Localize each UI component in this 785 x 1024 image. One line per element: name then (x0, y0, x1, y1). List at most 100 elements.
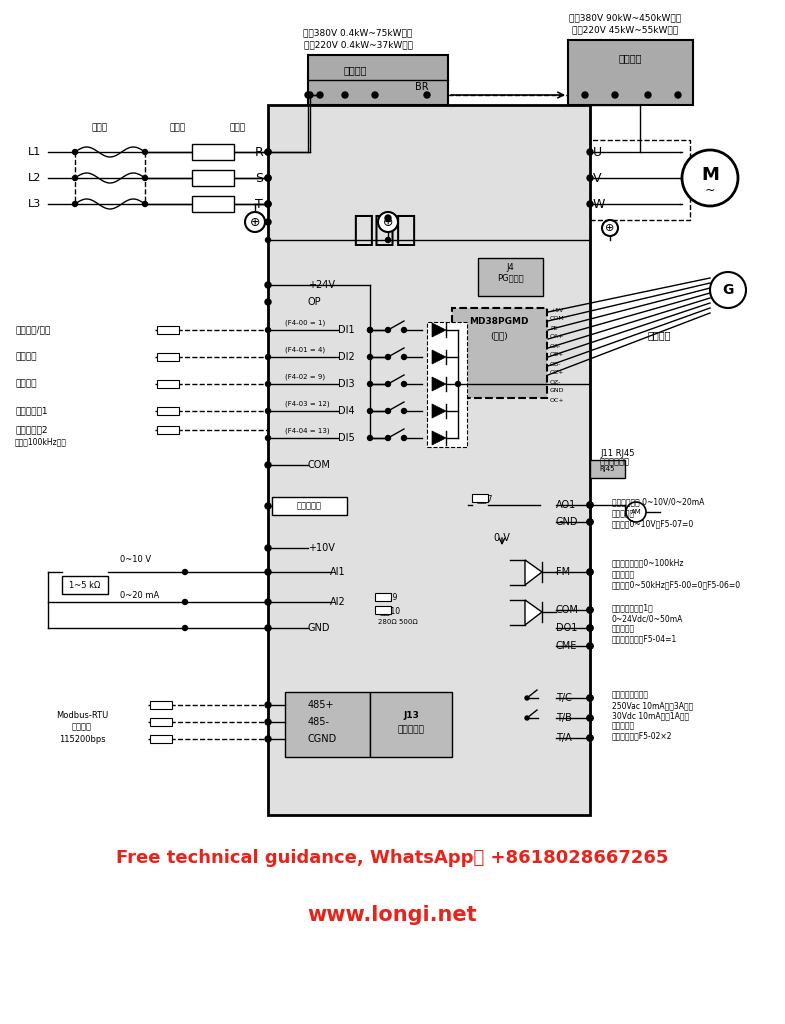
Circle shape (401, 354, 407, 359)
Text: 出厂设定：: 出厂设定： (612, 570, 635, 580)
Circle shape (367, 409, 373, 414)
Circle shape (587, 201, 593, 207)
Bar (150, 735, 172, 743)
Circle shape (317, 92, 323, 98)
Bar (272, 497, 347, 515)
Polygon shape (432, 323, 446, 337)
Text: ⊕: ⊕ (250, 215, 261, 228)
Text: 0~24Vdc/0~50mA: 0~24Vdc/0~50mA (612, 614, 684, 624)
Bar (150, 701, 172, 709)
Text: DI2: DI2 (338, 352, 355, 362)
Text: GND: GND (308, 623, 330, 633)
Bar (285, 692, 370, 757)
Text: L1: L1 (28, 147, 42, 157)
Circle shape (182, 626, 188, 631)
Text: ⊕: ⊕ (383, 215, 393, 228)
Circle shape (143, 202, 148, 207)
Polygon shape (432, 377, 446, 391)
Circle shape (265, 201, 271, 207)
Circle shape (587, 150, 593, 155)
Circle shape (587, 715, 593, 721)
Text: DI4: DI4 (338, 406, 355, 416)
Text: 115200bps: 115200bps (59, 734, 105, 743)
Circle shape (182, 599, 188, 604)
Text: ~: ~ (705, 183, 715, 197)
Circle shape (265, 175, 271, 181)
Text: J13: J13 (403, 711, 419, 720)
Circle shape (367, 435, 373, 440)
Circle shape (265, 409, 271, 414)
Circle shape (525, 716, 529, 720)
Text: OZ+: OZ+ (550, 371, 564, 376)
Text: AM: AM (630, 509, 641, 515)
Bar (370, 692, 452, 757)
Polygon shape (432, 404, 446, 418)
Text: Modbus-RTU: Modbus-RTU (56, 711, 108, 720)
Circle shape (710, 272, 746, 308)
Text: 1~5 kΩ: 1~5 kΩ (69, 581, 100, 590)
Circle shape (143, 175, 148, 180)
Text: 变频器故障，F5-02×2: 变频器故障，F5-02×2 (612, 731, 673, 740)
Text: PE: PE (550, 326, 557, 331)
Text: U: U (593, 145, 602, 159)
Text: COM: COM (308, 460, 330, 470)
Text: J11 RJ45: J11 RJ45 (600, 449, 634, 458)
Text: OB-: OB- (550, 361, 561, 367)
Circle shape (587, 607, 593, 613)
Text: T/B: T/B (556, 713, 572, 723)
Text: 脉冲序列输出：0~100kHz: 脉冲序列输出：0~100kHz (612, 558, 685, 567)
Circle shape (401, 328, 407, 333)
Circle shape (587, 502, 593, 508)
Text: Free technical guidance, WhatsApp： +8618028667265: Free technical guidance, WhatsApp： +8618… (116, 849, 668, 867)
Text: DI1: DI1 (338, 325, 355, 335)
Text: L2: L2 (28, 173, 42, 183)
Text: +10V: +10V (308, 543, 335, 553)
Text: 保险丝: 保险丝 (230, 124, 246, 132)
Circle shape (378, 212, 398, 232)
Text: 正转运行/停止: 正转运行/停止 (15, 326, 50, 335)
Circle shape (626, 502, 646, 522)
Text: J4: J4 (506, 263, 514, 272)
Text: T: T (255, 198, 263, 211)
Text: OB+: OB+ (550, 352, 564, 357)
Text: 集电极开路输出1：: 集电极开路输出1： (612, 603, 654, 612)
Text: 出厂设定：: 出厂设定： (612, 625, 635, 634)
Polygon shape (432, 350, 446, 364)
Text: 跳线J9: 跳线J9 (382, 594, 398, 602)
Text: 出厂设定：: 出厂设定： (612, 722, 635, 730)
Circle shape (265, 736, 271, 742)
Bar (62, 575, 108, 594)
Text: 跳线J7: 跳线J7 (476, 496, 493, 505)
Text: COM: COM (556, 605, 579, 615)
Text: +24V: +24V (308, 280, 335, 290)
Circle shape (587, 695, 593, 701)
Text: 485+: 485+ (308, 700, 334, 710)
Circle shape (265, 625, 271, 631)
Circle shape (587, 735, 593, 741)
Text: ⊕: ⊕ (605, 223, 615, 233)
Text: 0 V: 0 V (494, 534, 510, 543)
Text: M: M (701, 166, 719, 184)
Circle shape (385, 435, 390, 440)
Text: (F4-03 = 12): (F4-03 = 12) (285, 400, 330, 408)
Circle shape (587, 519, 593, 525)
Text: V: V (593, 171, 601, 184)
Text: 故障复位: 故障复位 (15, 380, 36, 388)
Bar (157, 353, 179, 361)
Circle shape (265, 150, 271, 155)
Circle shape (265, 219, 271, 225)
Bar (427, 322, 467, 447)
Text: DI3: DI3 (338, 379, 355, 389)
Circle shape (367, 328, 373, 333)
Text: 最高速率: 最高速率 (72, 723, 92, 731)
Bar (157, 426, 179, 434)
Circle shape (265, 201, 271, 207)
Text: 三相380V 0.4kW~75kW机型: 三相380V 0.4kW~75kW机型 (303, 29, 413, 38)
Text: GND: GND (556, 517, 579, 527)
Circle shape (367, 382, 373, 386)
Circle shape (307, 92, 313, 98)
Bar (375, 593, 391, 601)
Circle shape (682, 150, 738, 206)
Circle shape (265, 382, 271, 386)
Text: OA+: OA+ (550, 335, 564, 340)
